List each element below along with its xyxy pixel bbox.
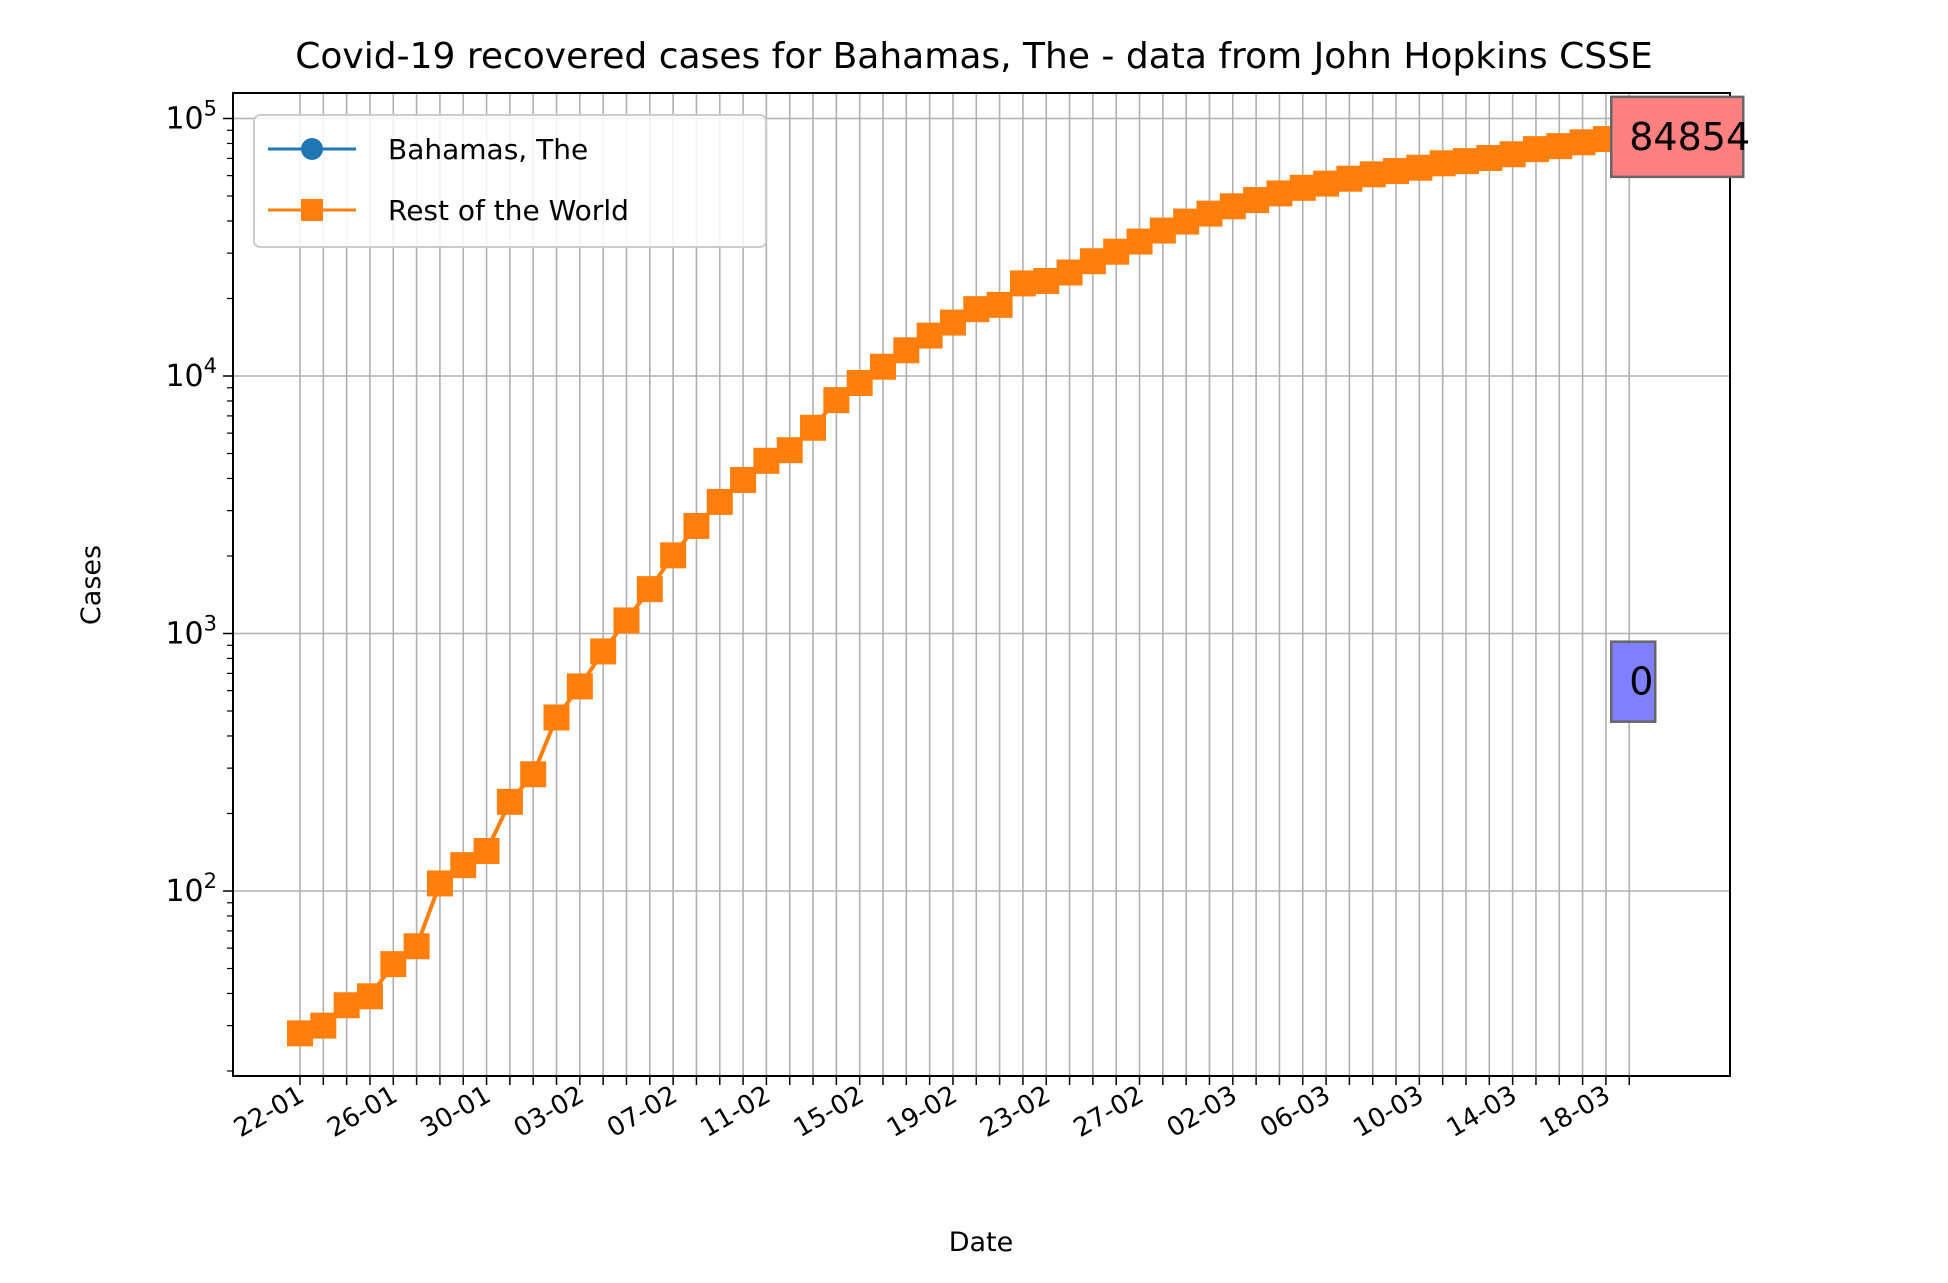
legend-box xyxy=(253,114,767,248)
data-point xyxy=(1173,208,1200,235)
x-axis-title: Date xyxy=(949,1227,1014,1258)
data-point xyxy=(520,761,547,788)
data-point xyxy=(1522,136,1549,163)
data-point xyxy=(1056,259,1083,286)
data-point xyxy=(473,838,500,865)
data-point xyxy=(310,1012,337,1039)
data-point xyxy=(1546,133,1573,160)
data-point xyxy=(333,992,360,1019)
data-point xyxy=(800,414,827,441)
data-point xyxy=(660,542,687,569)
data-point xyxy=(1196,200,1223,227)
data-point xyxy=(1289,174,1316,201)
data-point xyxy=(1336,165,1363,192)
y-tick-label: 102 xyxy=(165,869,217,909)
data-point xyxy=(380,951,407,978)
data-point xyxy=(1569,129,1596,156)
data-point xyxy=(426,870,453,897)
data-point xyxy=(543,704,570,731)
data-point xyxy=(590,638,617,665)
annotation-label: 0 xyxy=(1629,660,1653,704)
data-point xyxy=(1406,154,1433,181)
data-point xyxy=(287,1020,313,1047)
data-point xyxy=(846,369,873,396)
legend-marker-bahamas xyxy=(301,138,323,160)
data-point xyxy=(1313,170,1340,197)
data-point xyxy=(1009,270,1036,297)
plot-frame xyxy=(232,92,1731,1077)
data-point xyxy=(1033,267,1060,294)
data-point xyxy=(683,512,710,539)
y-axis-title: Cases xyxy=(76,545,107,625)
data-point xyxy=(636,576,663,603)
data-point xyxy=(403,933,430,960)
data-point xyxy=(986,291,1013,318)
data-point xyxy=(1266,180,1293,207)
data-point xyxy=(613,607,640,634)
legend-label-rest-of-world: Rest of the World xyxy=(388,194,629,227)
data-point xyxy=(1453,148,1479,175)
annotation-box xyxy=(1609,95,1745,179)
data-point xyxy=(963,296,990,323)
data-point xyxy=(1079,248,1106,275)
data-point xyxy=(1499,141,1526,168)
data-point xyxy=(893,337,920,364)
data-point xyxy=(753,447,780,474)
y-axis-ticks: 102 103 104 105 xyxy=(165,97,233,1072)
data-point xyxy=(730,466,757,493)
chart-title: Covid-19 recovered cases for Bahamas, Th… xyxy=(295,36,1652,77)
data-point xyxy=(356,983,383,1010)
y-tick-label: 103 xyxy=(165,612,217,652)
data-point xyxy=(870,353,896,380)
data-point xyxy=(1126,228,1153,255)
data-point xyxy=(566,673,593,700)
data-point xyxy=(1219,193,1246,220)
legend-label-bahamas: Bahamas, The xyxy=(388,133,588,166)
data-point xyxy=(916,322,943,349)
annotation-label: 84854 xyxy=(1629,115,1750,159)
data-point xyxy=(1359,161,1386,188)
data-point xyxy=(1243,187,1270,214)
data-point xyxy=(1103,238,1130,265)
data-point xyxy=(450,852,477,879)
data-point xyxy=(1383,158,1410,185)
data-point xyxy=(706,488,733,515)
data-point xyxy=(1476,144,1503,171)
data-point xyxy=(939,309,966,336)
annotations: 84854 0 xyxy=(1609,95,1750,723)
data-point xyxy=(823,387,850,414)
data-point xyxy=(496,788,523,815)
y-tick-label: 105 xyxy=(165,97,217,137)
legend: Bahamas, The Rest of the World xyxy=(253,114,767,248)
data-point xyxy=(1429,150,1456,177)
grid xyxy=(233,93,1730,1076)
data-point xyxy=(776,437,803,464)
legend-marker-rest-of-world xyxy=(301,199,323,221)
y-tick-label: 104 xyxy=(165,354,217,394)
annotation-box xyxy=(1609,640,1657,723)
data-point xyxy=(1149,217,1176,244)
series-layer xyxy=(287,123,1643,1047)
